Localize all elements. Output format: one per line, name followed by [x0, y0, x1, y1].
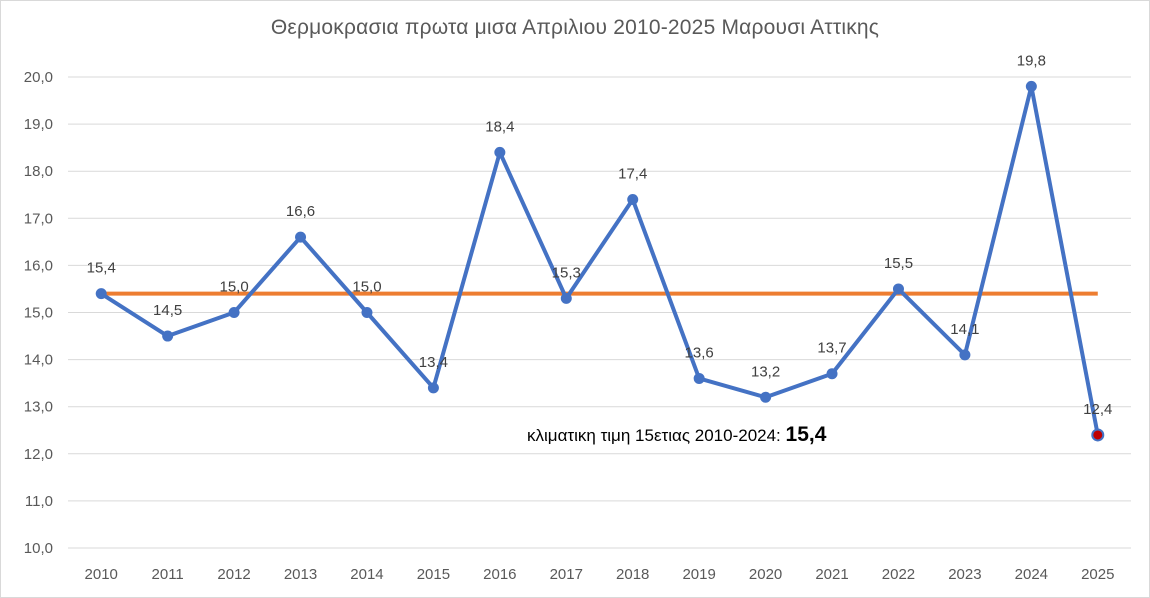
data-point [494, 146, 506, 158]
data-label: 18,4 [485, 118, 514, 135]
x-tick-label: 2010 [85, 566, 118, 583]
x-tick-label: 2019 [682, 566, 715, 583]
data-label: 19,8 [1017, 52, 1046, 69]
data-point [959, 349, 971, 361]
data-label: 15,4 [87, 260, 116, 277]
x-tick-label: 2017 [550, 566, 583, 583]
y-tick-label: 14,0 [24, 352, 53, 369]
data-label: 15,3 [552, 264, 581, 281]
data-label: 13,7 [817, 340, 846, 357]
y-tick-label: 13,0 [24, 399, 53, 416]
data-point [826, 368, 838, 380]
x-tick-label: 2013 [284, 566, 317, 583]
data-label: 14,5 [153, 302, 182, 319]
data-point [627, 193, 639, 205]
data-label: 16,6 [286, 203, 315, 220]
data-point [760, 391, 772, 403]
data-label: 15,0 [219, 279, 248, 296]
data-point [693, 372, 705, 384]
data-point [892, 283, 904, 295]
climate-annotation-value: 15,4 [785, 423, 827, 446]
x-tick-label: 2016 [483, 566, 516, 583]
gridlines [68, 76, 1131, 549]
data-label: 14,1 [950, 321, 979, 338]
x-tick-label: 2024 [1015, 566, 1048, 583]
data-label: 13,6 [685, 344, 714, 361]
y-tick-label: 10,0 [24, 540, 53, 557]
data-label: 15,5 [884, 255, 913, 272]
x-tick-label: 2021 [815, 566, 848, 583]
y-tick-label: 11,0 [25, 493, 53, 510]
data-label: 12,4 [1083, 401, 1112, 418]
y-tick-label: 18,0 [24, 163, 53, 180]
x-tick-label: 2018 [616, 566, 649, 583]
data-point [295, 231, 307, 243]
series-line [100, 84, 1100, 436]
climate-annotation: κλιματικη τιμη 15ετιας 2010-2024: 15,4 [527, 423, 826, 447]
data-point [95, 288, 107, 300]
y-tick-label: 16,0 [24, 257, 53, 274]
series-layer [95, 80, 1105, 442]
y-tick-label: 12,0 [24, 446, 53, 463]
data-label: 17,4 [618, 165, 647, 182]
data-point [427, 382, 439, 394]
data-label: 13,2 [751, 363, 780, 380]
chart-title: Θερμοκρασια πρωτα μισα Απριλιου 2010-202… [270, 16, 880, 39]
y-tick-label: 17,0 [24, 210, 53, 227]
x-tick-label: 2012 [217, 566, 250, 583]
x-tick-label: 2015 [417, 566, 450, 583]
data-label: 15,0 [352, 279, 381, 296]
y-tick-label: 15,0 [24, 305, 53, 322]
data-point [162, 330, 174, 342]
x-tick-label: 2025 [1081, 566, 1114, 583]
x-tick-label: 2022 [882, 566, 915, 583]
x-tick-label: 2014 [350, 566, 383, 583]
y-tick-label: 19,0 [24, 116, 53, 133]
data-point [228, 307, 240, 318]
data-point [1025, 80, 1037, 92]
y-tick-label: 20,0 [24, 69, 53, 86]
x-tick-label: 2020 [749, 566, 782, 583]
x-axis-ticks: 2010 2011 2012 2013 2014 2015 2016 2017 2018 2019… [85, 566, 1115, 583]
x-tick-label: 2011 [152, 566, 184, 583]
data-label: 13,4 [419, 354, 448, 371]
y-axis-ticks: 10,0 11,0 12,0 13,0 14,0 15,0 16,0 17,0 18,0 19,0… [24, 69, 53, 557]
climate-annotation-text: κλιματικη τιμη 15ετιας 2010-2024: [527, 426, 786, 445]
data-point [560, 292, 572, 304]
data-point [361, 307, 373, 318]
data-point [1091, 428, 1105, 442]
data-labels: 15,4 14,5 15,0 16,6 15,0 13,4 18,4 15,3 17,4 13,6… [87, 52, 1113, 418]
x-tick-label: 2023 [948, 566, 981, 583]
